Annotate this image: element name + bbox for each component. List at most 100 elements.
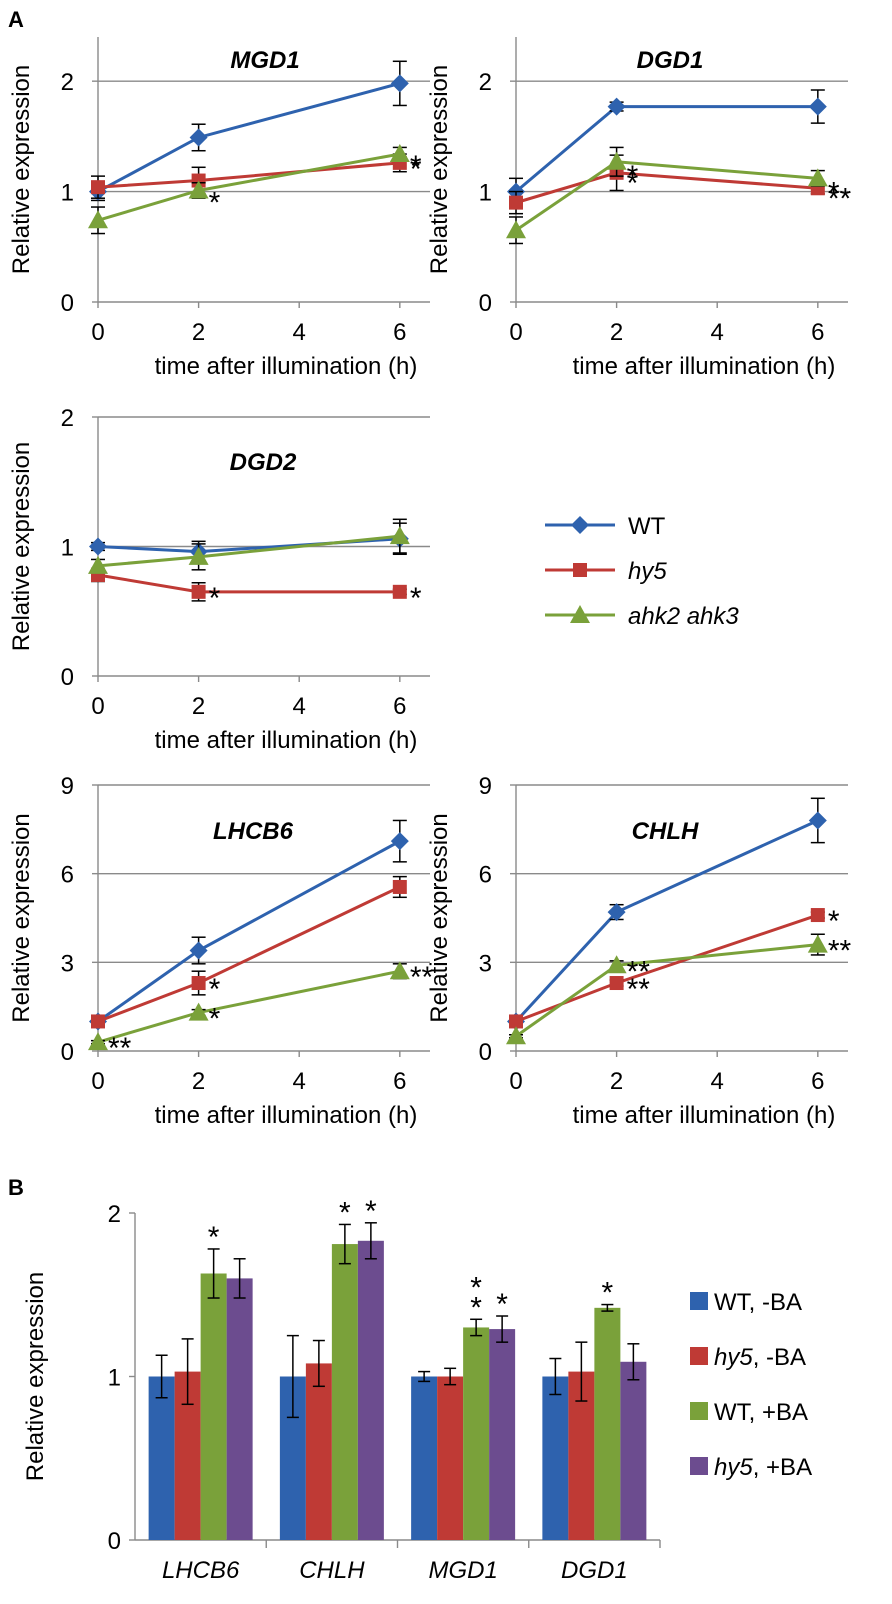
significance-mark: * (496, 1288, 508, 1321)
y-axis-title: Relative expression (22, 1272, 49, 1481)
data-point (389, 526, 410, 545)
series-WT (89, 60, 409, 202)
data-point (607, 903, 626, 922)
x-tick-label: 4 (293, 319, 306, 346)
legend-swatch (690, 1457, 708, 1475)
bar (463, 1327, 490, 1540)
y-tick-label: 3 (61, 950, 74, 977)
x-tick-label: 2 (610, 1068, 623, 1095)
bar (148, 1376, 175, 1540)
error-bar (207, 1248, 220, 1299)
series-line (97, 573, 400, 594)
y-tick-label: 0 (61, 290, 74, 317)
legend-swatch (690, 1292, 708, 1310)
x-tick-label: 0 (509, 1068, 522, 1095)
y-axis-title: Relative expression (426, 65, 453, 274)
x-axis-title: time after illumination (h) (573, 1102, 836, 1129)
legend-swatch (690, 1402, 708, 1420)
series-line (515, 105, 818, 193)
chart-chlh: 0 3 6 9 0 2 4 6 time after illumination (h) Relat… (426, 773, 851, 1129)
x-axis-title: time after illumination (h) (155, 353, 418, 380)
error-bar (286, 1334, 299, 1419)
data-point (392, 879, 407, 894)
data-point (506, 220, 526, 239)
data-point (188, 1002, 209, 1021)
data-point (191, 976, 206, 991)
panel-a-label: A (8, 7, 24, 32)
bar (226, 1278, 253, 1540)
series-ahk2-ahk3: ** (506, 146, 840, 245)
legend-b-item: WT, -BA (690, 1289, 802, 1316)
data-point (807, 934, 828, 953)
y-tick-label: 1 (61, 180, 74, 207)
y-tick-label: 2 (479, 69, 492, 96)
error-bar (418, 1370, 431, 1383)
data-point (609, 976, 624, 991)
series-ahk2-ahk3: ** (88, 144, 422, 235)
x-tick-label: DGD1 (561, 1557, 628, 1584)
chart-dgd1: 0 1 2 0 2 4 6 time after illumination (h) Relati… (426, 37, 851, 380)
y-tick-label: 0 (108, 1528, 121, 1555)
significance-mark: * (410, 582, 422, 615)
legend-label: ahk2 ahk3 (628, 603, 739, 630)
panel-b-label: B (8, 1175, 24, 1200)
y-tick-label: 2 (61, 69, 74, 96)
y-tick-label: 1 (479, 180, 492, 207)
legend-label: WT (628, 513, 666, 540)
error-bar (233, 1258, 246, 1299)
series-line (514, 819, 819, 1023)
x-tick-label: 2 (192, 693, 205, 720)
x-tick-label: 4 (293, 1068, 306, 1095)
x-tick-label: 0 (509, 319, 522, 346)
y-tick-label: 0 (479, 290, 492, 317)
data-point (607, 97, 626, 116)
x-tick-label: LHCB6 (162, 1557, 240, 1584)
x-tick-label: 6 (393, 319, 406, 346)
charts-layer: 0 1 2 0 2 4 6 time after illumination (h) Relati… (8, 37, 851, 1584)
data-point (91, 1014, 105, 1029)
legend-treatment: , +BA (749, 1399, 808, 1426)
data-point (191, 584, 206, 599)
series-WT (89, 819, 409, 1031)
data-point (808, 811, 827, 830)
series-hy5: *** (509, 905, 840, 1029)
significance-mark: ** (108, 1032, 132, 1065)
series-line (97, 534, 400, 568)
x-tick-label: 6 (393, 693, 406, 720)
y-tick-label: 2 (61, 405, 74, 432)
data-point (389, 961, 410, 980)
x-axis-title: time after illumination (h) (155, 1102, 418, 1129)
data-point (606, 151, 627, 170)
y-tick-label: 9 (479, 773, 492, 800)
chart-title: DGD2 (230, 449, 297, 476)
bar (331, 1244, 358, 1540)
legend-label: hy5 (628, 558, 667, 585)
chart-panel_b: 0 1 2 Relative expression LHCB6 CHLH MGD1 DGD1 *… (22, 1195, 661, 1584)
legend-label: WT, +BA (714, 1399, 808, 1426)
chart-dgd2: 0 1 2 0 2 4 6 time after illumination (h) Relati… (8, 405, 430, 754)
significance-mark: * (410, 153, 422, 186)
error-bar (470, 1318, 483, 1337)
series-WT (89, 522, 409, 563)
legend-label: hy5, +BA (714, 1454, 812, 1481)
x-tick-label: 4 (711, 1068, 724, 1095)
bar (594, 1307, 621, 1540)
x-tick-label: 2 (192, 1068, 205, 1095)
series-line (97, 969, 401, 1044)
x-axis-title: time after illumination (h) (573, 353, 836, 380)
significance-mark: * (410, 150, 422, 183)
bar (437, 1376, 464, 1540)
data-point (606, 955, 627, 974)
y-tick-label: 0 (61, 1039, 74, 1066)
series-line (97, 839, 401, 1023)
x-tick-label: 0 (91, 1068, 104, 1095)
y-tick-label: 1 (61, 535, 74, 562)
significance-mark: * (627, 167, 639, 200)
significance-mark: * (365, 1195, 377, 1228)
bar (620, 1361, 647, 1540)
bar (542, 1376, 569, 1540)
y-tick-label: 6 (479, 862, 492, 889)
series-line (97, 152, 401, 222)
